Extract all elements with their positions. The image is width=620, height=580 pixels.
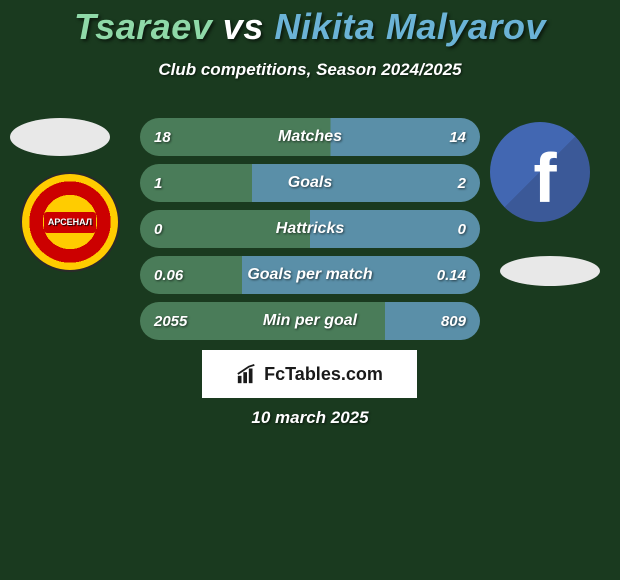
stat-row: 0.06 Goals per match 0.14 xyxy=(140,256,480,294)
footer-brand[interactable]: FcTables.com xyxy=(202,350,417,398)
player1-photo-placeholder xyxy=(10,118,110,156)
player2-name: Nikita Malyarov xyxy=(274,6,546,47)
stat-row: 1 Goals 2 xyxy=(140,164,480,202)
facebook-badge[interactable]: f xyxy=(490,122,590,222)
comparison-title: Tsaraev vs Nikita Malyarov xyxy=(0,0,620,48)
stat-row: 0 Hattricks 0 xyxy=(140,210,480,248)
stat-label: Min per goal xyxy=(263,312,357,330)
player1-name: Tsaraev xyxy=(74,6,212,47)
stat-right-value: 0.14 xyxy=(437,267,466,284)
stat-row: 2055 Min per goal 809 xyxy=(140,302,480,340)
stat-right-value: 0 xyxy=(458,221,466,238)
vs-text: vs xyxy=(212,6,274,47)
stat-label: Goals xyxy=(288,174,332,192)
subtitle: Club competitions, Season 2024/2025 xyxy=(0,60,620,80)
stat-label: Matches xyxy=(278,128,342,146)
stat-left-value: 2055 xyxy=(154,313,187,330)
stat-right-value: 14 xyxy=(449,129,466,146)
stat-row: 18 Matches 14 xyxy=(140,118,480,156)
stat-right-value: 2 xyxy=(458,175,466,192)
stat-label: Hattricks xyxy=(276,220,344,238)
stat-label: Goals per match xyxy=(247,266,372,284)
stat-left-value: 18 xyxy=(154,129,171,146)
club-badge-text: АРСЕНАЛ xyxy=(44,212,96,233)
stat-left-value: 0.06 xyxy=(154,267,183,284)
player2-photo-placeholder xyxy=(500,256,600,286)
stat-right-value: 809 xyxy=(441,313,466,330)
footer-date: 10 march 2025 xyxy=(0,408,620,428)
footer-brand-text: FcTables.com xyxy=(264,364,383,385)
facebook-icon: f xyxy=(533,138,556,218)
stats-container: 18 Matches 14 1 Goals 2 0 Hattricks 0 0.06 Goals p… xyxy=(140,118,480,348)
player1-club-badge: АРСЕНАЛ xyxy=(20,172,120,272)
stat-left-value: 0 xyxy=(154,221,162,238)
stat-left-value: 1 xyxy=(154,175,162,192)
chart-icon xyxy=(236,363,258,385)
